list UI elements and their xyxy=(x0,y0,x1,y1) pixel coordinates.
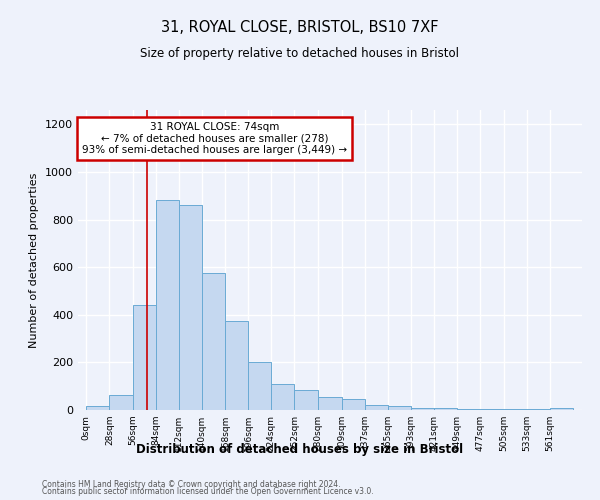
Bar xyxy=(202,273,225,410)
Bar xyxy=(457,409,481,410)
Bar xyxy=(550,408,573,410)
Bar xyxy=(295,390,317,410)
Bar xyxy=(271,384,295,410)
Bar xyxy=(179,205,202,410)
Bar xyxy=(248,362,271,410)
Bar xyxy=(317,397,341,410)
Bar xyxy=(411,408,434,410)
Bar xyxy=(341,400,365,410)
Bar xyxy=(527,409,550,410)
Bar xyxy=(155,200,179,410)
Bar xyxy=(434,408,457,410)
Bar xyxy=(225,320,248,410)
Bar xyxy=(388,406,411,410)
Bar xyxy=(86,406,109,410)
Bar xyxy=(481,409,503,410)
Bar xyxy=(503,409,527,410)
Text: Contains HM Land Registry data © Crown copyright and database right 2024.: Contains HM Land Registry data © Crown c… xyxy=(42,480,341,489)
Bar xyxy=(133,305,155,410)
Bar xyxy=(109,394,133,410)
Text: 31, ROYAL CLOSE, BRISTOL, BS10 7XF: 31, ROYAL CLOSE, BRISTOL, BS10 7XF xyxy=(161,20,439,35)
Bar xyxy=(365,405,388,410)
Text: Contains public sector information licensed under the Open Government Licence v3: Contains public sector information licen… xyxy=(42,488,374,496)
Text: Size of property relative to detached houses in Bristol: Size of property relative to detached ho… xyxy=(140,48,460,60)
Text: Distribution of detached houses by size in Bristol: Distribution of detached houses by size … xyxy=(136,442,464,456)
Text: 31 ROYAL CLOSE: 74sqm
← 7% of detached houses are smaller (278)
93% of semi-deta: 31 ROYAL CLOSE: 74sqm ← 7% of detached h… xyxy=(82,122,347,155)
Y-axis label: Number of detached properties: Number of detached properties xyxy=(29,172,40,348)
